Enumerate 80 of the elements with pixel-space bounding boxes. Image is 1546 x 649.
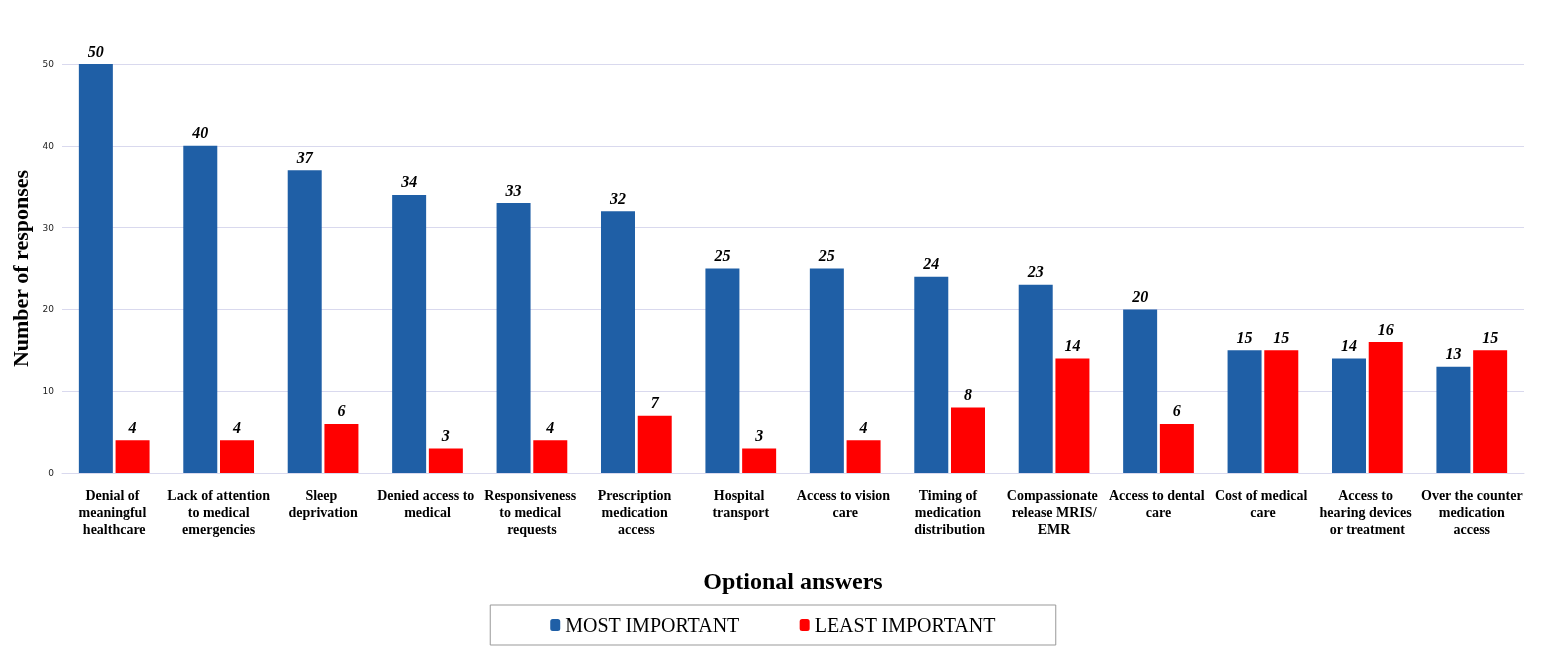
data-label: 4 bbox=[232, 418, 241, 436]
x-tick-label: Denial of meaningful healthcare bbox=[78, 488, 150, 537]
bar bbox=[809, 268, 844, 473]
data-label: 4 bbox=[545, 418, 555, 436]
data-label: 6 bbox=[1172, 402, 1181, 420]
data-label: 33 bbox=[504, 181, 522, 199]
bar bbox=[1018, 284, 1053, 473]
y-tick-label: 50 bbox=[42, 59, 55, 69]
data-label: 24 bbox=[922, 255, 940, 273]
data-label: 8 bbox=[964, 386, 972, 404]
data-label: 14 bbox=[1341, 336, 1357, 354]
data-label: 16 bbox=[1377, 320, 1394, 338]
data-label: 25 bbox=[817, 247, 835, 264]
data-label: 34 bbox=[400, 173, 418, 191]
bar bbox=[1473, 350, 1508, 473]
y-tick-label: 10 bbox=[42, 386, 55, 397]
data-label: 4 bbox=[858, 418, 868, 436]
data-label: 40 bbox=[191, 124, 209, 142]
data-label: 15 bbox=[1273, 328, 1290, 346]
bar bbox=[705, 268, 740, 473]
bar bbox=[1332, 358, 1366, 473]
bar bbox=[496, 203, 531, 473]
legend-label: MOST IMPORTANT bbox=[565, 614, 740, 636]
bar bbox=[846, 440, 881, 473]
data-label: 14 bbox=[1064, 336, 1081, 354]
data-label: 13 bbox=[1445, 345, 1462, 363]
x-tick-label: Prescription medication access bbox=[597, 488, 675, 537]
bar bbox=[1227, 350, 1262, 473]
legend-label: LEAST IMPORTANT bbox=[814, 614, 996, 636]
data-label: 37 bbox=[295, 148, 314, 166]
bar bbox=[951, 407, 985, 473]
x-tick-label: Access to vision care bbox=[796, 488, 894, 520]
x-tick-label: Compassionate release MRIS/EMR bbox=[1006, 488, 1102, 537]
data-label: 3 bbox=[440, 426, 450, 444]
y-axis-title: Number of responses bbox=[8, 169, 34, 368]
bar bbox=[533, 440, 568, 473]
data-label: 6 bbox=[337, 402, 346, 420]
bar bbox=[183, 145, 218, 473]
x-tick-label: Responsiveness to medical requests bbox=[484, 488, 580, 537]
data-label: 20 bbox=[1131, 287, 1149, 305]
bar bbox=[287, 170, 322, 473]
bar bbox=[742, 448, 777, 473]
x-tick-label: Sleep deprivation bbox=[288, 488, 358, 520]
data-label: 4 bbox=[127, 418, 137, 436]
bar bbox=[115, 440, 150, 473]
bar bbox=[601, 211, 635, 473]
bar bbox=[1436, 366, 1471, 473]
data-label: 15 bbox=[1482, 328, 1499, 346]
bar bbox=[324, 423, 359, 473]
bar bbox=[914, 276, 949, 473]
x-tick-label: Cost of medical care bbox=[1214, 488, 1311, 520]
x-tick-label: Access to hearing devices or treatment bbox=[1319, 488, 1416, 537]
bar bbox=[1055, 358, 1090, 473]
data-label: 15 bbox=[1236, 328, 1253, 346]
data-label: 23 bbox=[1026, 263, 1044, 281]
x-tick-label: Lack of attention to medical emergencies bbox=[167, 488, 271, 537]
y-tick-label: 30 bbox=[42, 222, 55, 233]
data-label: 7 bbox=[650, 394, 660, 412]
y-tick-label: 40 bbox=[42, 140, 55, 151]
bar bbox=[428, 448, 463, 473]
y-tick-label: 20 bbox=[42, 304, 55, 315]
bar bbox=[392, 194, 427, 473]
y-tick-label: 0 bbox=[48, 468, 55, 478]
bar bbox=[1123, 309, 1158, 473]
bar bbox=[1264, 350, 1299, 473]
x-tick-label: Timing of medication distribution bbox=[914, 488, 986, 537]
data-label: 32 bbox=[609, 189, 626, 207]
bar bbox=[1159, 423, 1194, 473]
x-axis-title: Optional answers bbox=[703, 568, 883, 594]
bar bbox=[220, 440, 254, 473]
bar bbox=[1368, 342, 1403, 473]
bar bbox=[78, 64, 113, 473]
x-tick-label: Hospital transport bbox=[712, 488, 770, 520]
data-label: 3 bbox=[754, 426, 764, 444]
bar bbox=[637, 415, 672, 473]
x-tick-label: Denied access to medical bbox=[377, 488, 478, 520]
data-label: 25 bbox=[713, 247, 731, 264]
x-tick-label: Access to dental care bbox=[1108, 488, 1209, 520]
data-label: 50 bbox=[87, 42, 104, 60]
x-tick-label: Over the counter medication access bbox=[1420, 488, 1523, 537]
